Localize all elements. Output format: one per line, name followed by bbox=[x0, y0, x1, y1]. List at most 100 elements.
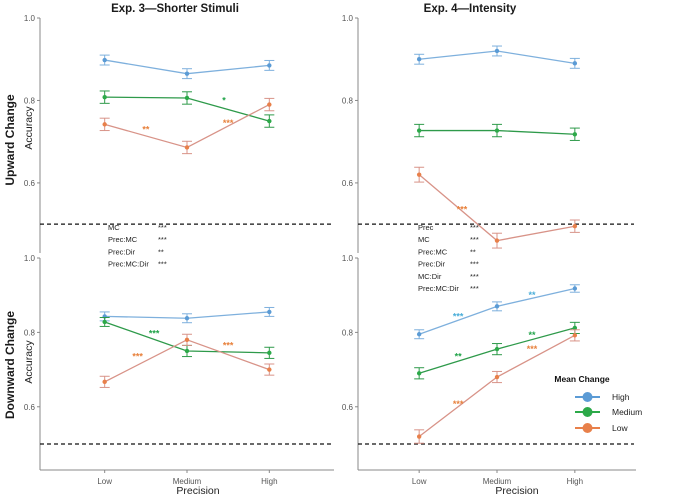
legend-item-high: High bbox=[575, 392, 630, 402]
y-tick-label: 0.6 bbox=[342, 403, 354, 412]
panel-title-exp4: Exp. 4—Intensity bbox=[424, 3, 517, 15]
data-point-low bbox=[267, 367, 272, 372]
data-point-medium bbox=[494, 346, 500, 352]
y-tick-label: 1.0 bbox=[342, 14, 354, 23]
data-point-medium bbox=[184, 348, 190, 354]
x-axis-label-exp4: Precision bbox=[495, 485, 538, 497]
data-point-low bbox=[267, 102, 272, 107]
significance-stars: *** bbox=[223, 118, 234, 128]
series-line-high bbox=[418, 287, 575, 335]
data-point-medium bbox=[416, 371, 422, 376]
data-point-low bbox=[102, 122, 107, 127]
stat-term: MC:Dir bbox=[418, 272, 442, 281]
data-point-low bbox=[572, 224, 578, 229]
stat-significance: *** bbox=[470, 272, 479, 281]
data-point-low bbox=[184, 145, 190, 150]
y-axis-label-downward: Accuracy bbox=[23, 340, 35, 384]
data-point-high bbox=[572, 61, 578, 66]
x-tick-label: Low bbox=[97, 477, 112, 486]
x-tick-label: Medium bbox=[483, 477, 512, 486]
legend-marker-medium bbox=[582, 407, 593, 417]
stat-significance: *** bbox=[158, 223, 167, 232]
data-point-medium bbox=[267, 350, 272, 356]
stat-significance: *** bbox=[470, 260, 479, 269]
data-point-high bbox=[416, 332, 422, 337]
stat-term: Prec:Dir bbox=[108, 247, 136, 256]
stat-term: Prec:MC:Dir bbox=[418, 284, 459, 293]
significance-stars: *** bbox=[453, 399, 464, 409]
stat-significance: ** bbox=[158, 247, 164, 256]
y-tick-label: 0.8 bbox=[342, 96, 354, 105]
stat-significance: *** bbox=[470, 235, 479, 244]
series-line-low bbox=[418, 174, 575, 242]
data-point-high bbox=[102, 57, 107, 63]
y-tick-label: 1.0 bbox=[24, 254, 36, 263]
legend: Mean Change High Medium Low bbox=[554, 374, 642, 433]
x-tick-label: Low bbox=[412, 477, 427, 486]
data-point-medium bbox=[494, 128, 500, 133]
data-point-low bbox=[572, 333, 578, 338]
legend-marker-high bbox=[582, 392, 593, 402]
panel-exp4-downward: 0.6 0.8 1.0 Low Medium High *** *** *** *** *** bbox=[342, 254, 636, 486]
stat-term: MC bbox=[418, 235, 430, 244]
significance-stars: ** bbox=[142, 124, 150, 134]
y-tick-label: 1.0 bbox=[342, 254, 354, 263]
data-point-low bbox=[494, 374, 500, 380]
data-point-medium bbox=[572, 325, 578, 331]
data-point-medium bbox=[102, 319, 107, 325]
stat-significance: *** bbox=[158, 260, 167, 269]
significance-stars: *** bbox=[453, 311, 464, 321]
significance-stars: *** bbox=[527, 344, 538, 354]
data-point-high bbox=[494, 304, 500, 309]
significance-stars: ** bbox=[529, 330, 537, 340]
significance-stars: *** bbox=[149, 329, 160, 339]
legend-label-medium: Medium bbox=[612, 407, 642, 417]
y-axis-label-upward: Accuracy bbox=[23, 106, 35, 150]
data-point-high bbox=[572, 286, 578, 291]
y-tick-label: 0.8 bbox=[24, 328, 36, 337]
significance-stars: ** bbox=[455, 352, 463, 362]
data-point-high bbox=[267, 309, 272, 315]
data-point-high bbox=[184, 71, 190, 76]
stat-significance: *** bbox=[470, 284, 479, 293]
legend-label-low: Low bbox=[612, 423, 628, 433]
x-axis-label-exp3: Precision bbox=[176, 485, 219, 497]
data-point-high bbox=[416, 57, 422, 62]
stat-term: Prec:Dir bbox=[418, 260, 446, 269]
data-point-low bbox=[416, 434, 422, 439]
data-point-medium bbox=[102, 94, 107, 100]
panel-title-exp3: Exp. 3—Shorter Stimuli bbox=[111, 3, 239, 15]
stat-significance: *** bbox=[470, 223, 479, 232]
data-point-low bbox=[102, 379, 107, 385]
y-tick-label: 0.6 bbox=[342, 179, 354, 188]
significance-stars: *** bbox=[457, 205, 468, 215]
data-point-high bbox=[267, 63, 272, 68]
stat-term: Prec bbox=[418, 223, 434, 232]
data-point-medium bbox=[184, 95, 190, 101]
legend-item-low: Low bbox=[575, 423, 628, 433]
significance-stars: * bbox=[222, 95, 226, 105]
x-tick-label: Medium bbox=[173, 477, 202, 486]
data-point-medium bbox=[267, 118, 272, 124]
data-point-medium bbox=[416, 128, 422, 133]
significance-stars: *** bbox=[223, 340, 234, 350]
legend-title: Mean Change bbox=[554, 374, 610, 384]
y-tick-label: 0.6 bbox=[24, 179, 36, 188]
panels-layer: 0.60.81.0******0.60.81.0***Prec ***MC ***P… bbox=[24, 14, 636, 486]
panel-exp3-downward: 0.6 0.8 1.0 Low Medium High *** *** *** MC *** Prec… bbox=[24, 223, 334, 486]
legend-marker-low bbox=[582, 423, 593, 433]
x-tick-label: High bbox=[567, 477, 583, 486]
data-point-low bbox=[416, 172, 422, 177]
x-tick-label: High bbox=[261, 477, 277, 486]
significance-stars: *** bbox=[132, 352, 143, 362]
y-tick-label: 0.8 bbox=[342, 328, 354, 337]
data-point-low bbox=[184, 337, 190, 343]
y-tick-label: 0.6 bbox=[24, 403, 36, 412]
data-point-medium bbox=[572, 132, 578, 137]
panel-exp4-upward: 0.6 0.8 1.0 *** Prec *** MC *** Prec:MC ** Prec:Di… bbox=[342, 14, 634, 293]
data-point-low bbox=[494, 238, 500, 243]
row-label-upward: Upward Change bbox=[3, 94, 17, 186]
stat-term: Prec:MC bbox=[108, 235, 138, 244]
data-point-high bbox=[494, 48, 500, 54]
